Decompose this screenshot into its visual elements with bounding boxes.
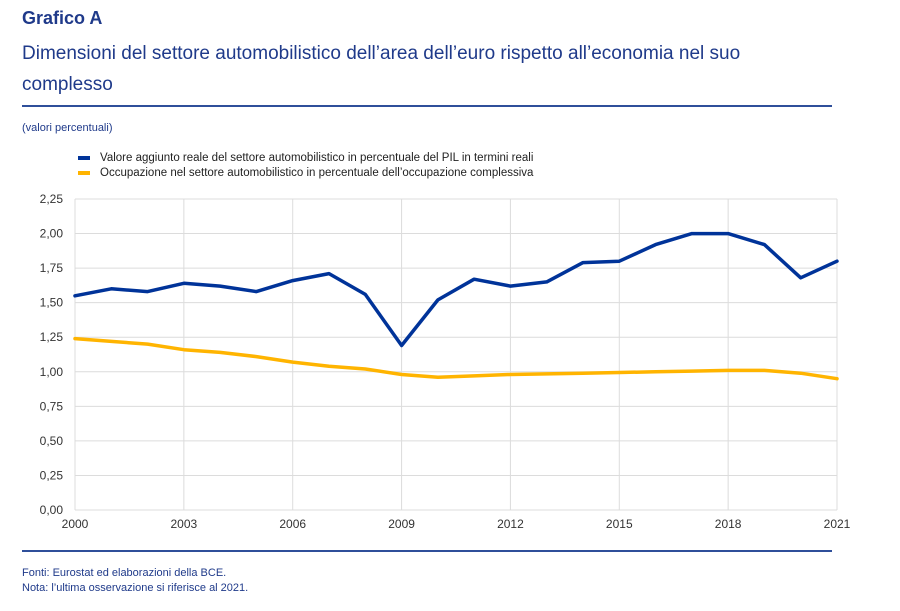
x-tick-label: 2000 bbox=[62, 517, 89, 531]
y-tick-label: 1,50 bbox=[40, 296, 64, 310]
y-axis: 0,00 0,25 0,50 0,75 1,00 1,25 1,50 1,75 2,00 2,25 bbox=[40, 192, 64, 517]
units-label: (valori percentuali) bbox=[22, 122, 113, 134]
x-tick-label: 2021 bbox=[824, 517, 851, 531]
y-tick-label: 1,25 bbox=[40, 330, 64, 344]
legend-label: Occupazione nel settore automobilistico … bbox=[100, 166, 534, 179]
y-tick-label: 1,00 bbox=[40, 365, 64, 379]
x-tick-label: 2015 bbox=[606, 517, 633, 531]
footer-divider bbox=[22, 550, 832, 552]
x-axis: 2000 2003 2006 2009 2012 2015 2018 2021 bbox=[62, 517, 851, 531]
legend-label: Valore aggiunto reale del settore automo… bbox=[100, 151, 534, 164]
legend-item-employment: Occupazione nel settore automobilistico … bbox=[78, 165, 533, 180]
legend: Valore aggiunto reale del settore automo… bbox=[78, 150, 533, 180]
legend-item-value-added: Valore aggiunto reale del settore automo… bbox=[78, 150, 533, 165]
y-tick-label: 2,00 bbox=[40, 227, 64, 241]
y-tick-label: 2,25 bbox=[40, 192, 64, 206]
x-tick-label: 2009 bbox=[388, 517, 415, 531]
chart-title: Dimensioni del settore automobilistico d… bbox=[22, 43, 741, 95]
series-lines bbox=[73, 231, 839, 381]
grid bbox=[74, 198, 838, 511]
last-observation-note: Nota: l’ultima osservazione si riferisce… bbox=[22, 582, 249, 594]
series-line-value-added bbox=[73, 231, 839, 348]
x-tick-label: 2018 bbox=[715, 517, 742, 531]
y-tick-label: 0,25 bbox=[40, 468, 64, 482]
y-tick-label: 1,75 bbox=[40, 261, 64, 275]
legend-swatch-yellow bbox=[78, 170, 90, 175]
y-tick-label: 0,75 bbox=[40, 399, 64, 413]
sources-note: Fonti: Eurostat ed elaborazioni della BC… bbox=[22, 567, 227, 579]
legend-swatch-blue bbox=[78, 155, 90, 160]
x-tick-label: 2003 bbox=[171, 517, 198, 531]
chart-label: Grafico A bbox=[22, 8, 103, 28]
footnotes: Fonti: Eurostat ed elaborazioni della BC… bbox=[22, 566, 248, 596]
y-tick-label: 0,00 bbox=[40, 503, 64, 517]
series-line-employment bbox=[73, 336, 839, 381]
x-tick-label: 2006 bbox=[279, 517, 306, 531]
y-tick-label: 0,50 bbox=[40, 434, 64, 448]
header-divider bbox=[22, 105, 832, 107]
x-tick-label: 2012 bbox=[497, 517, 524, 531]
